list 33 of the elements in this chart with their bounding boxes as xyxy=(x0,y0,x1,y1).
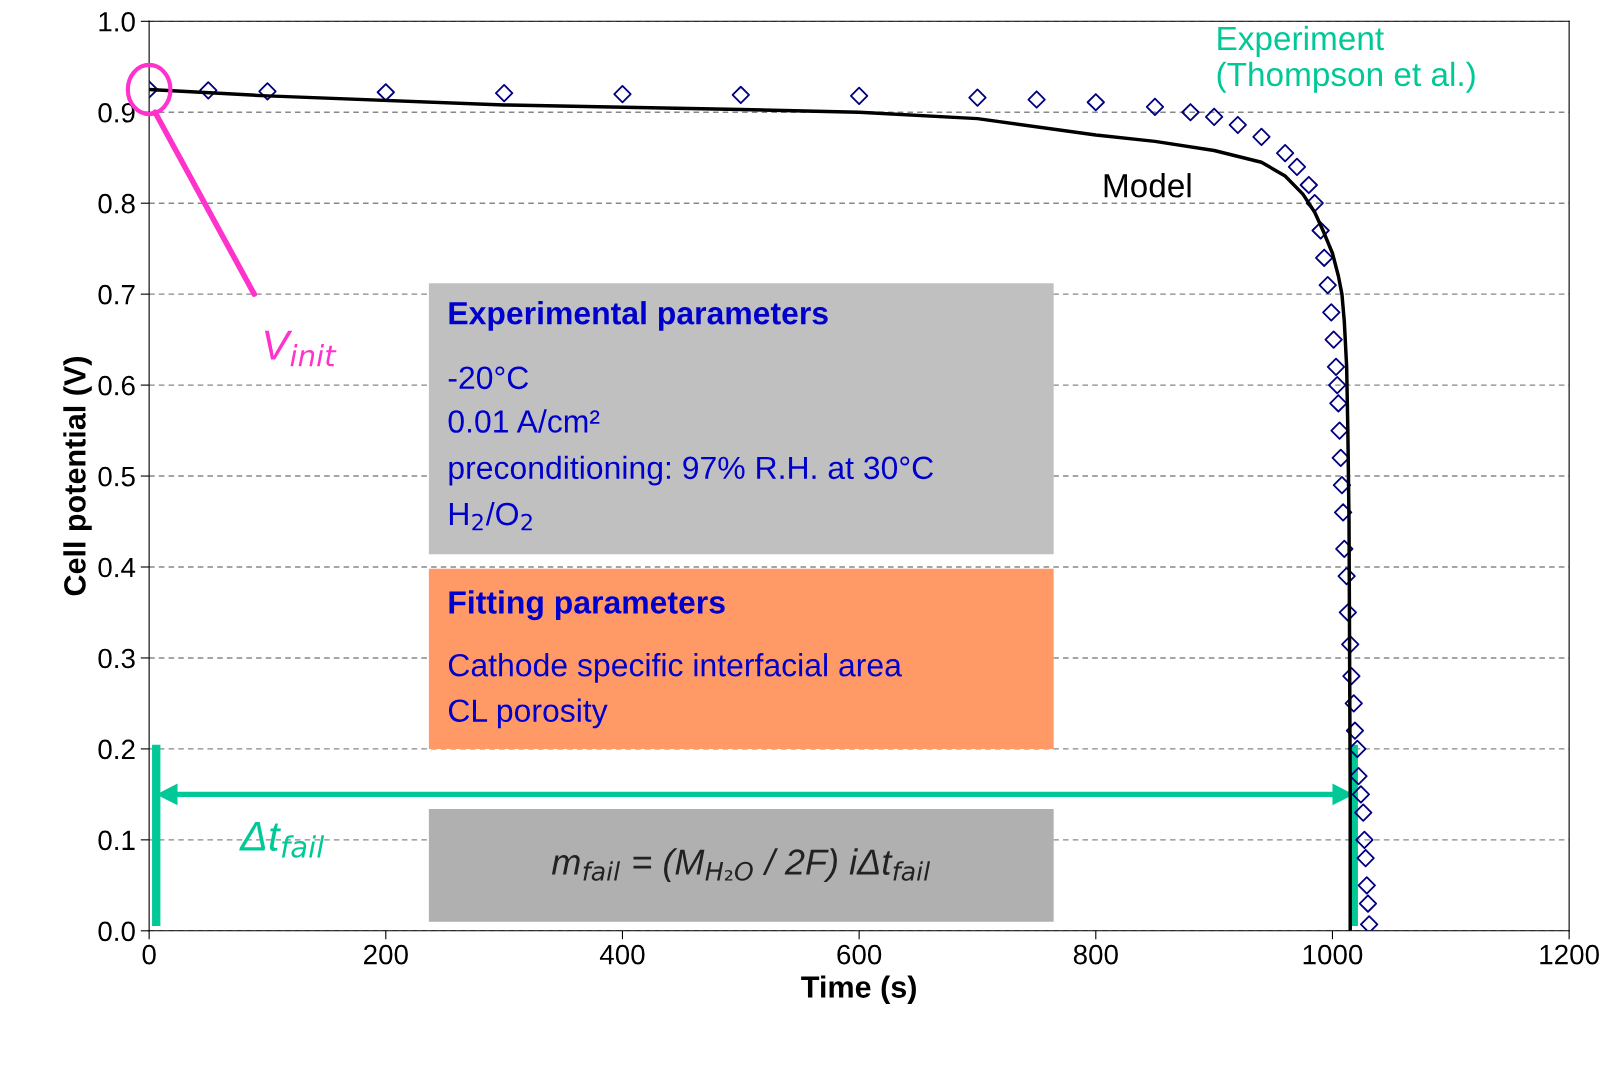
x-tick-label: 400 xyxy=(599,944,645,965)
y-tick-label: 0.0 xyxy=(98,921,135,942)
annotation: Fitting parameters xyxy=(449,590,725,621)
annotation: CL porosity xyxy=(448,698,608,729)
annotation: Cathode specific interfacial area xyxy=(448,653,902,683)
annotation: V$_{init}$ xyxy=(264,330,337,367)
y-tick-label: 0.4 xyxy=(98,557,136,578)
y-tick-label: 0.3 xyxy=(98,648,135,669)
y-tick-label: 0.9 xyxy=(98,102,135,123)
annotation: m$_{fail}$ = (M$_{H₂O}$ / 2F) iΔt$_{fail}$ xyxy=(551,848,931,882)
y-tick-label: 1.0 xyxy=(99,11,135,32)
x-tick-label: 1200 xyxy=(1540,944,1599,965)
annotation: preconditioning: 97% R.H. at 30°C xyxy=(449,455,933,486)
y-axis-title: Cell potential (V) xyxy=(63,357,92,596)
annotation: 0.01 A/cm² xyxy=(448,409,600,433)
annotation: -20°C xyxy=(448,366,529,390)
annotation: Experimental parameters xyxy=(449,301,828,331)
y-tick-label: 0.8 xyxy=(98,193,135,214)
annotation: Δt$_{fail}$ xyxy=(239,821,325,858)
x-tick-label: 0 xyxy=(142,944,156,965)
y-tick-label: 0.6 xyxy=(98,375,135,396)
x-tick-label: 600 xyxy=(837,944,882,965)
y-tick-label: 0.5 xyxy=(98,466,135,487)
x-tick-label: 200 xyxy=(364,944,408,965)
y-tick-label: 0.1 xyxy=(98,830,135,851)
y-tick-label: 0.7 xyxy=(98,284,135,305)
x-tick-label: 800 xyxy=(1073,944,1118,965)
y-tick-label: 0.2 xyxy=(98,739,135,760)
series-label: Experiment (Thompson et al.) xyxy=(1217,25,1475,93)
series-label: Model xyxy=(1104,173,1191,198)
x-tick-label: 1000 xyxy=(1303,944,1363,965)
annotation: H$_{2}$/O$_{2}$ xyxy=(449,501,532,531)
x-axis-title: Time (s) xyxy=(801,975,916,1004)
